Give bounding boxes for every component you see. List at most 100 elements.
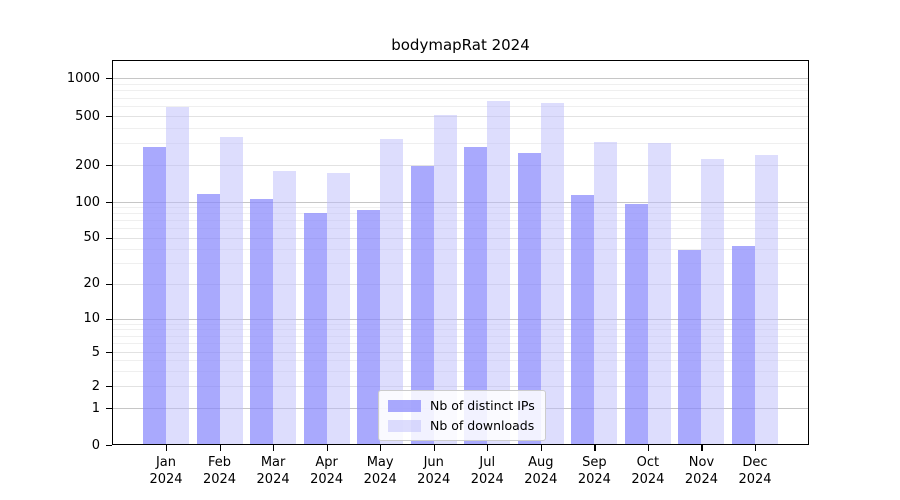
- bar-distinct-ips-jul: [464, 147, 488, 445]
- bar-distinct-ips-apr: [303, 212, 327, 445]
- bar-distinct-ips-sep: [571, 194, 595, 445]
- bar-distinct-ips-mar: [250, 198, 274, 445]
- x-tick-mark: [326, 445, 328, 451]
- major-gridline: [112, 283, 809, 285]
- x-tick-label: Apr 2024: [310, 455, 344, 487]
- x-tick-label: May 2024: [363, 455, 397, 487]
- y-tick-mark: [106, 78, 112, 80]
- x-tick-label: Mar 2024: [256, 455, 290, 487]
- minor-gridline: [112, 248, 809, 250]
- legend-item-downloads: Nb of downloads: [388, 418, 535, 433]
- y-tick-mark: [106, 237, 112, 239]
- x-tick-label: Jul 2024: [470, 455, 504, 487]
- x-tick-label: Sep 2024: [577, 455, 611, 487]
- y-tick-mark: [106, 445, 112, 447]
- chart-title: bodymapRat 2024: [391, 36, 530, 54]
- x-tick-label: Aug 2024: [524, 455, 558, 487]
- x-tick-mark: [166, 445, 168, 451]
- y-tick-label: 1: [91, 400, 100, 416]
- x-tick-label: Jun 2024: [417, 455, 451, 487]
- minor-gridline: [112, 263, 809, 265]
- bar-downloads-mar: [273, 170, 297, 445]
- minor-gridline: [112, 370, 809, 372]
- x-tick-mark: [647, 445, 650, 451]
- y-tick-label: 100: [75, 194, 100, 210]
- x-tick-mark: [219, 445, 221, 451]
- major-gridline: [112, 165, 809, 166]
- y-tick-label: 200: [75, 157, 100, 173]
- y-tick-mark: [106, 352, 112, 354]
- y-tick-label: 10: [83, 311, 100, 326]
- y-tick-label: 5: [91, 344, 100, 360]
- bar-distinct-ips-nov: [678, 249, 702, 445]
- major-gridline: [112, 202, 809, 203]
- y-tick-label: 20: [83, 276, 100, 291]
- x-tick-mark: [273, 445, 275, 451]
- legend-swatch-distinct-ips: [388, 399, 421, 412]
- plot-frame: [112, 60, 809, 445]
- x-tick-mark: [701, 445, 703, 451]
- bar-distinct-ips-may: [357, 209, 381, 445]
- y-tick-mark: [106, 116, 112, 118]
- x-tick-mark: [755, 445, 757, 451]
- bar-downloads-jan: [166, 106, 189, 445]
- minor-gridline: [112, 213, 809, 215]
- minor-gridline: [112, 228, 809, 230]
- bar-downloads-dec: [755, 155, 778, 445]
- legend-swatch-downloads: [388, 419, 421, 432]
- y-tick-label: 50: [83, 230, 100, 245]
- minor-gridline: [112, 106, 809, 108]
- minor-gridline: [112, 220, 809, 222]
- y-tick-label: 2: [91, 378, 100, 394]
- bar-downloads-nov: [701, 159, 725, 445]
- bar-distinct-ips-jan: [143, 147, 166, 445]
- legend-label-downloads: Nb of downloads: [430, 418, 535, 433]
- legend: Nb of distinct IPs Nb of downloads: [378, 390, 546, 441]
- minor-gridline: [112, 329, 809, 331]
- bar-downloads-oct: [647, 143, 671, 445]
- major-gridline: [112, 78, 809, 80]
- bar-downloads-may: [380, 138, 404, 445]
- minor-gridline: [112, 335, 809, 337]
- y-tick-mark: [106, 165, 112, 167]
- legend-label-distinct-ips: Nb of distinct IPs: [430, 398, 535, 413]
- x-tick-label: Nov 2024: [684, 455, 718, 487]
- bar-distinct-ips-jun: [410, 165, 434, 445]
- bar-downloads-aug: [540, 103, 564, 445]
- bar-downloads-jun: [433, 115, 457, 445]
- x-tick-label: Feb 2024: [202, 455, 237, 487]
- y-tick-mark: [106, 202, 112, 204]
- x-tick-mark: [380, 445, 382, 451]
- major-gridline: [112, 352, 809, 353]
- x-tick-mark: [540, 445, 542, 451]
- minor-gridline: [112, 207, 809, 209]
- x-tick-mark: [487, 445, 489, 451]
- bar-distinct-ips-aug: [517, 153, 541, 445]
- minor-gridline: [112, 97, 809, 99]
- minor-gridline: [112, 90, 809, 92]
- y-tick-mark: [106, 386, 112, 388]
- major-gridline: [112, 318, 809, 320]
- bar-distinct-ips-feb: [196, 193, 220, 445]
- minor-gridline: [112, 143, 809, 145]
- y-tick-label: 1000: [66, 70, 100, 86]
- minor-gridline: [112, 360, 809, 362]
- y-tick-label: 500: [75, 108, 100, 124]
- major-gridline: [112, 386, 809, 387]
- y-tick-mark: [106, 318, 112, 320]
- bar-downloads-jul: [487, 101, 511, 445]
- y-tick-label: 0: [91, 437, 100, 453]
- x-tick-label: Dec 2024: [738, 455, 772, 487]
- y-tick-mark: [106, 283, 112, 285]
- x-tick-mark: [433, 445, 435, 451]
- minor-gridline: [112, 84, 809, 86]
- minor-gridline: [112, 343, 809, 345]
- major-gridline: [112, 237, 809, 239]
- bar-downloads-feb: [219, 137, 243, 445]
- bar-downloads-sep: [594, 141, 618, 445]
- bar-downloads-apr: [326, 173, 350, 445]
- x-tick-label: Jan 2024: [149, 455, 183, 487]
- legend-item-distinct-ips: Nb of distinct IPs: [388, 398, 535, 413]
- bar-distinct-ips-dec: [732, 246, 755, 445]
